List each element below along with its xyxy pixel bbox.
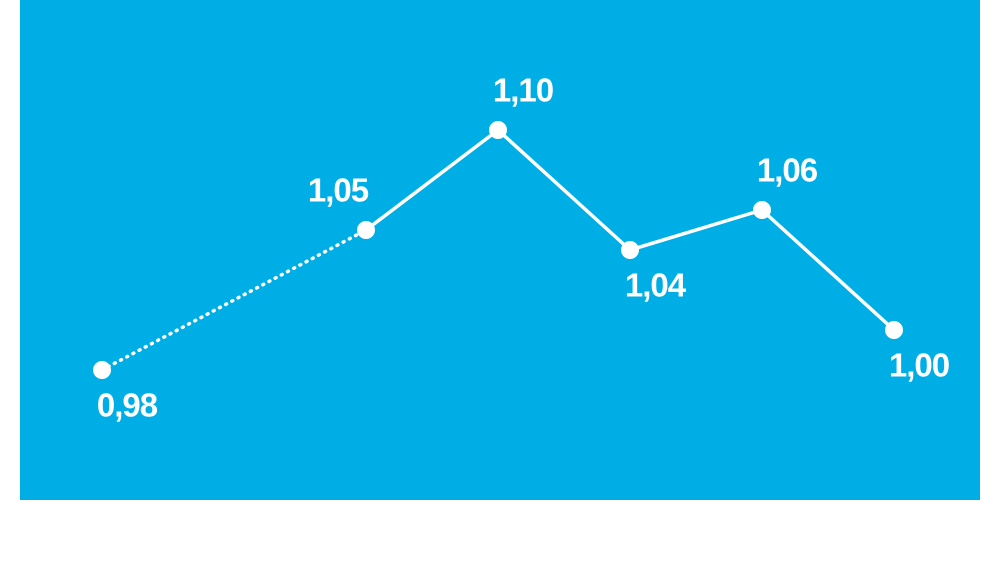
point [753,201,771,219]
value-label: 1,05 [308,172,369,209]
value-label: 0,98 [97,387,158,424]
point [357,221,375,239]
point [621,241,639,259]
point [93,361,111,379]
point [885,321,903,339]
plot-background [20,0,980,500]
gap-line [100,228,368,372]
value-label: 1,06 [757,152,818,189]
value-label: 1,10 [493,72,553,109]
value-label: 1,00 [889,347,949,384]
point [489,121,507,139]
value-label: 1,04 [625,267,687,304]
